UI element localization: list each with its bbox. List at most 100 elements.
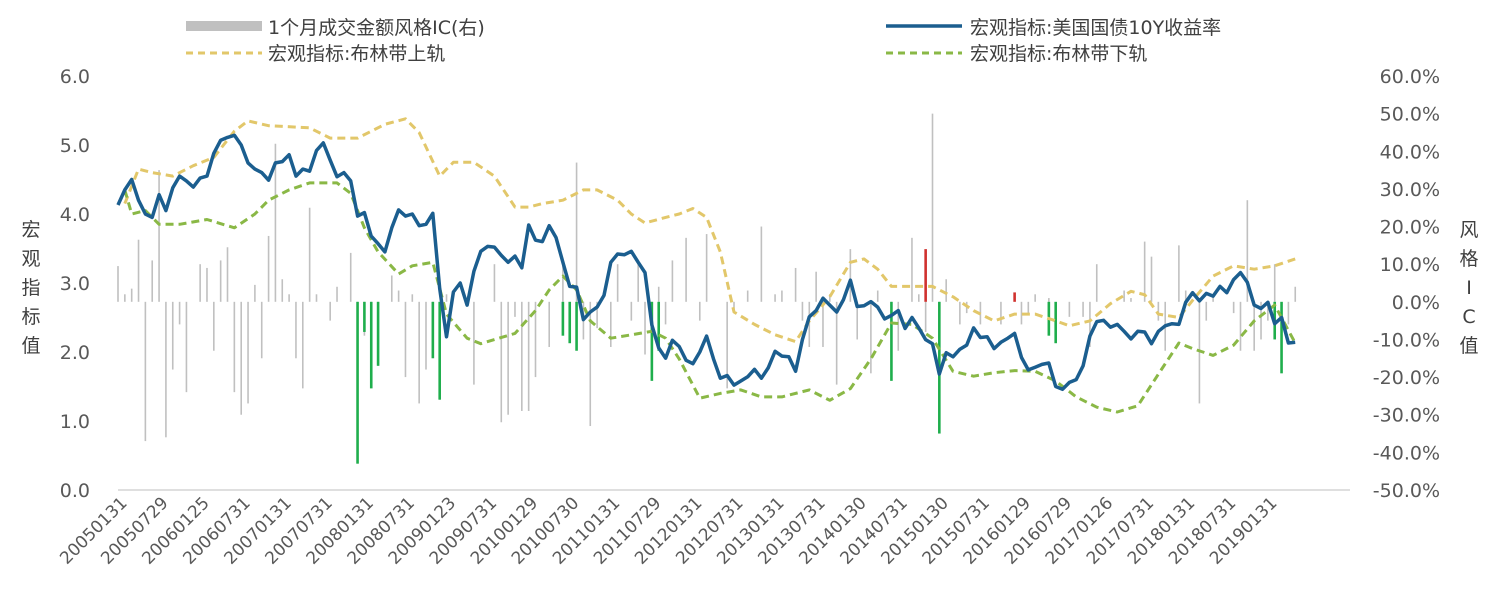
ic-bar	[856, 301, 858, 340]
y-left-tick-label: 1.0	[60, 411, 90, 433]
y-right-tick-label: -20.0%	[1373, 367, 1440, 389]
ic-bar	[630, 301, 633, 321]
ic-bar	[425, 301, 427, 370]
ic-bar	[274, 143, 277, 302]
bollinger-band-line	[123, 181, 1297, 414]
ic-bar	[610, 301, 612, 347]
bar-series	[117, 113, 1297, 464]
ic-bar	[561, 301, 565, 336]
ic-bar	[589, 301, 592, 427]
ic-bar	[247, 301, 249, 404]
ic-bar	[137, 239, 140, 302]
ic-bar	[117, 266, 119, 302]
ic-bar	[726, 301, 728, 389]
ic-bar	[1157, 301, 1160, 321]
y-right-tick-label: 50.0%	[1380, 104, 1440, 126]
ic-bar	[1294, 286, 1297, 302]
ic-bar	[1246, 200, 1249, 302]
ic-bar	[1212, 294, 1214, 302]
ic-bar	[945, 279, 947, 302]
y-right-tick-label: -50.0%	[1373, 480, 1440, 502]
ic-bar	[431, 301, 435, 359]
ic-bar	[438, 301, 441, 400]
ic-bar	[267, 235, 270, 302]
legend-label-ic-bar: 1个月成交金额风格IC(右)	[268, 17, 485, 39]
ic-bar	[493, 264, 496, 302]
ic-bar	[295, 301, 297, 359]
y-left-tick-label: 6.0	[60, 66, 90, 88]
y-left-tick-label: 0.0	[60, 480, 90, 502]
ic-bar	[637, 260, 639, 302]
ic-bar	[1178, 245, 1180, 302]
ic-bar	[376, 301, 380, 366]
ic-bar	[240, 301, 242, 415]
us10y-yield-line	[116, 133, 1296, 392]
ic-bar	[514, 301, 516, 317]
ic-bar	[1239, 301, 1242, 351]
ic-bar	[1054, 301, 1057, 344]
y-right-tick-label: -30.0%	[1373, 405, 1440, 427]
ic-bar	[644, 301, 646, 355]
ic-bar	[1020, 301, 1023, 325]
ic-bar	[527, 301, 530, 411]
y-right-tick-label: -10.0%	[1373, 329, 1440, 351]
ic-bar	[616, 264, 619, 302]
ic-bar	[178, 301, 181, 325]
y-right-tick-label: 10.0%	[1380, 254, 1440, 276]
y-left-tick-label: 5.0	[60, 135, 90, 157]
ic-bar	[562, 264, 564, 302]
ic-bar	[254, 284, 256, 302]
ic-bar	[1273, 264, 1276, 302]
ic-bar	[808, 301, 811, 347]
y-right-tick-label: 60.0%	[1380, 66, 1440, 88]
legend-item-upper-band[interactable]: 宏观指标:布林带上轨	[186, 43, 445, 65]
ic-bar	[1068, 301, 1071, 317]
ic-bar	[308, 207, 311, 302]
legend-label-us10y: 宏观指标:美国国债10Y收益率	[970, 17, 1221, 39]
ic-bar	[849, 249, 852, 302]
ic-bar	[829, 294, 831, 302]
ic-bar	[1150, 256, 1153, 302]
ic-bar	[897, 301, 900, 351]
ic-bar	[815, 271, 817, 302]
ic-bar	[1130, 298, 1132, 302]
ic-bar	[548, 301, 550, 347]
ic-bar	[746, 290, 749, 302]
ic-bar	[781, 290, 783, 302]
ic-bar	[760, 226, 763, 302]
legend-item-ic-bar[interactable]: 1个月成交金额风格IC(右)	[186, 17, 485, 39]
legend-item-lower-band[interactable]: 宏观指标:布林带下轨	[886, 43, 1147, 65]
ic-bar	[1198, 301, 1201, 404]
ic-bar	[918, 294, 920, 302]
ic-bar	[1267, 301, 1269, 321]
ic-bar	[233, 301, 236, 393]
ic-bar	[473, 301, 475, 385]
ic-bar	[931, 113, 934, 302]
ic-bar	[534, 301, 537, 378]
ic-bar	[199, 264, 201, 302]
y-right-tick-label: 20.0%	[1380, 217, 1440, 239]
ic-bar	[1082, 301, 1084, 317]
ic-bar	[657, 286, 660, 302]
ic-bar	[1048, 298, 1050, 302]
ic-bar	[664, 301, 667, 325]
ic-bar	[158, 170, 160, 302]
ic-bar	[185, 301, 188, 393]
ic-bar	[1253, 301, 1255, 351]
legend-swatch-ic-bar	[186, 21, 262, 31]
ic-bar	[1232, 301, 1235, 314]
ic-bar	[363, 301, 366, 332]
ic-bar	[329, 301, 331, 321]
legend-item-us10y[interactable]: 宏观指标:美国国债10Y收益率	[886, 17, 1221, 39]
ic-bar	[500, 301, 503, 423]
ic-bar	[206, 267, 208, 302]
y-right-tick-label: -40.0%	[1373, 442, 1440, 464]
ic-bar	[369, 301, 373, 389]
ic-bar	[924, 249, 927, 302]
ic-bar	[124, 294, 126, 302]
y-right-tick-label: 30.0%	[1380, 179, 1440, 201]
ic-bar	[288, 294, 290, 302]
y-axis-right: 60.0% 50.0% 40.0% 30.0% 20.0% 10.0% 0.0% -10.0%…	[1373, 66, 1440, 502]
ic-bar	[302, 301, 304, 389]
